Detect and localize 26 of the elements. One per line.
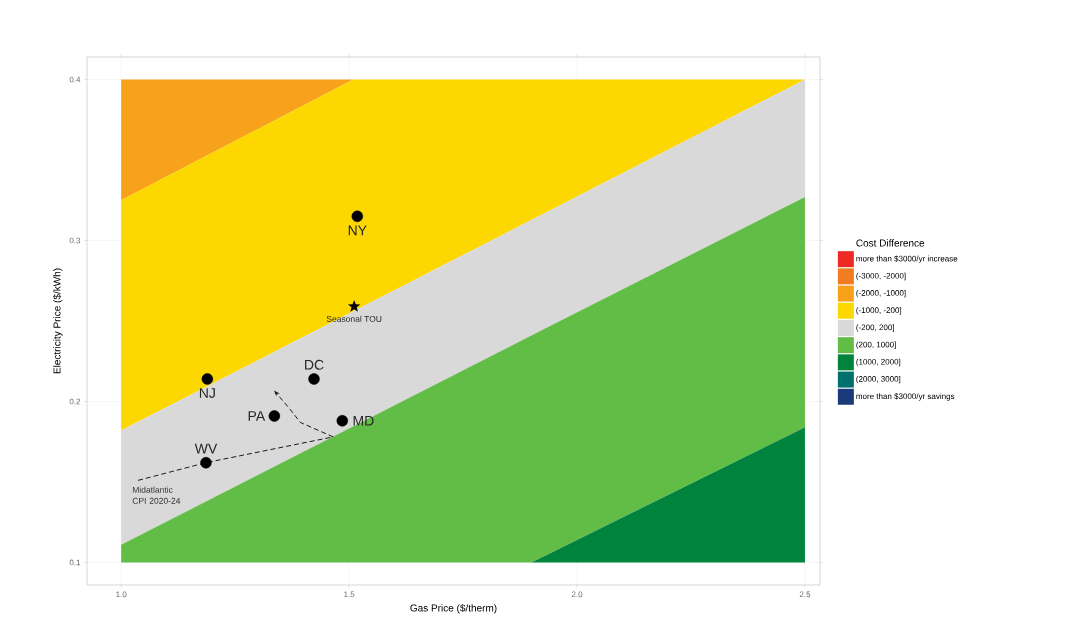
x-tick-label: 2.5 <box>799 591 811 598</box>
series-label: WV <box>194 443 218 454</box>
x-tick-label: 2.0 <box>571 591 583 598</box>
legend-label: (-2000, -1000] <box>856 289 906 298</box>
series-label: NJ <box>199 388 215 398</box>
legend-label: (-3000, -2000] <box>856 272 906 281</box>
legend-label: (-1000, -200] <box>856 307 902 315</box>
legend-label: (-200, 200] <box>856 324 894 332</box>
y-tick-label: 0.1 <box>69 559 81 566</box>
y-axis-title: Electricity Price ($/kWh) <box>53 268 63 374</box>
legend-label: (2000, 3000] <box>856 375 901 384</box>
x-axis-title: Gas Price ($/therm) <box>410 604 497 614</box>
legend-label: (1000, 2000] <box>856 358 901 367</box>
legend-label: (200, 1000] <box>856 341 896 349</box>
series-label: PA <box>248 411 266 421</box>
x-tick-label: 1.0 <box>116 591 127 598</box>
y-tick-label: 0.3 <box>69 237 81 244</box>
annotation: Midatlantic CPI 2020-24 <box>132 486 181 504</box>
series-label: DC <box>305 359 324 370</box>
legend-title: Cost Difference <box>856 239 925 247</box>
y-tick-label: 0.2 <box>69 398 81 405</box>
legend-label: more than $3000/yr savings <box>856 393 955 401</box>
series-label: NY <box>348 225 367 236</box>
legend-label: more than $3000/yr increase <box>856 255 958 264</box>
x-tick-label: 1.5 <box>344 591 355 598</box>
y-tick-label: 0.4 <box>69 76 81 83</box>
